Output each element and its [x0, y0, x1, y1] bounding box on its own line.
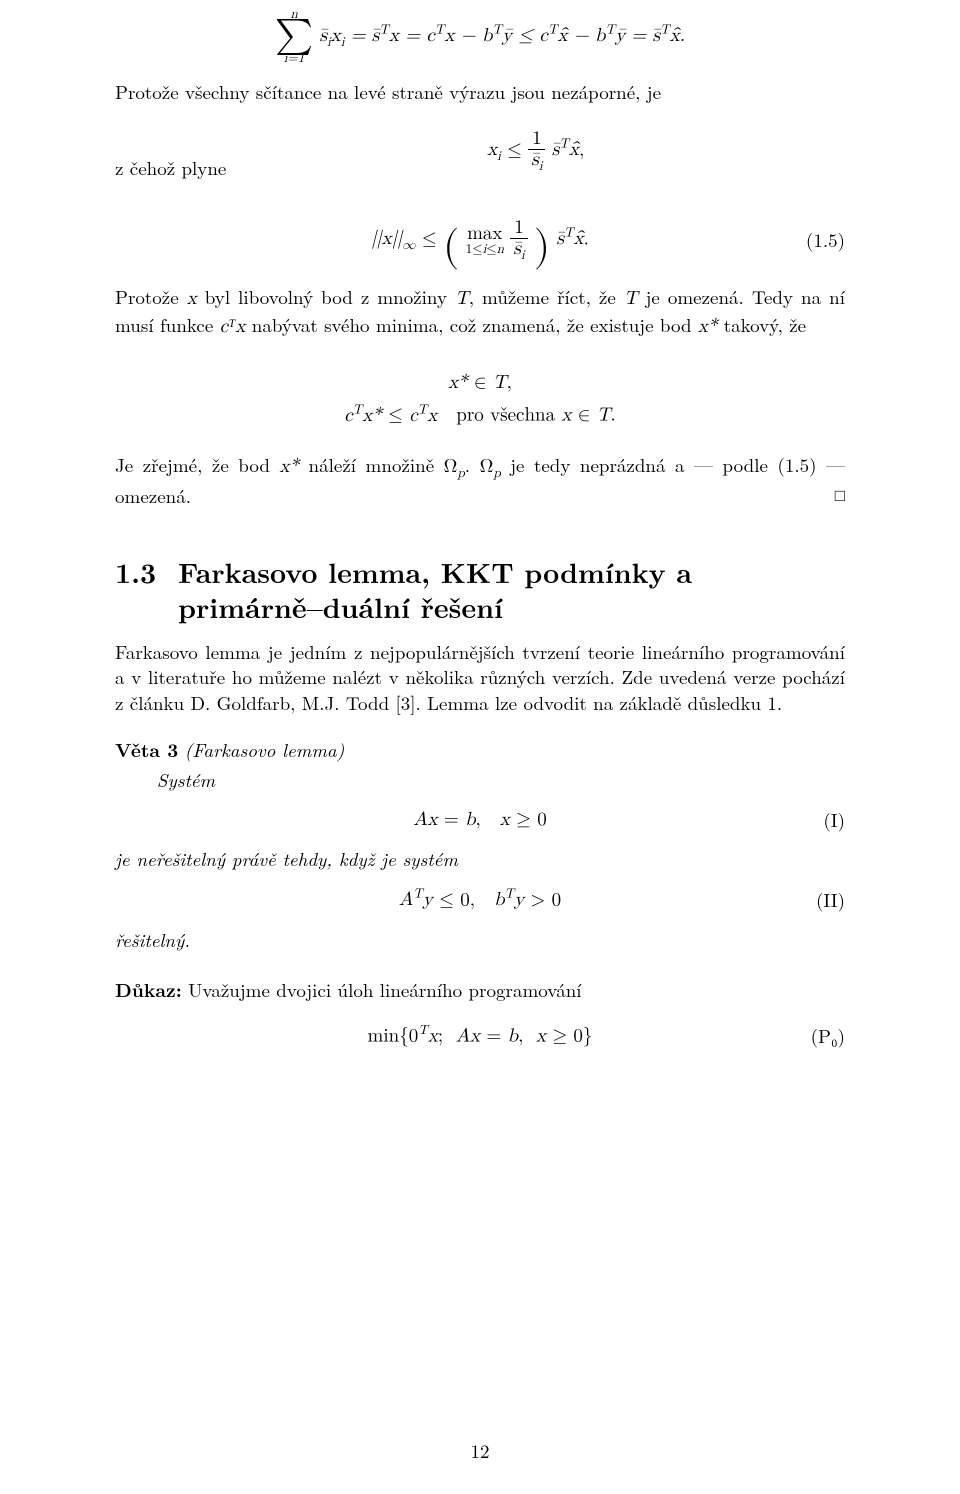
text-frag: byl libovolný bod z množiny: [197, 283, 455, 310]
equation-xi-bound: xi ≤ 1s̄i s̄Tx̂,: [226, 129, 845, 174]
text-frag: nabývat svého minima, což znamená, že ex…: [245, 311, 697, 338]
math-xstar: x*: [698, 317, 718, 336]
sum-symbol: n ∑ i=1: [275, 8, 313, 65]
proof-paragraph: Důkaz: Uvažujme dvojici úloh lineárního …: [115, 977, 845, 1003]
math-T: T: [624, 289, 638, 308]
text-frag: , můžeme říct, že: [469, 283, 624, 310]
text-frag: Protože: [115, 283, 187, 310]
text-frag: Je zřejmé, že bod: [115, 451, 279, 478]
proof-label: Důkaz:: [115, 975, 182, 1003]
text-frag: takový, že: [717, 311, 806, 338]
phrase-z-cehoz-plyne: z čehož plyne: [115, 121, 226, 181]
page: n ∑ i=1 s̄ixi = s̄Tx = cTx − bTȳ ≤ cTx̂ …: [0, 8, 960, 1494]
proof-text: Uvažujme dvojici úloh lineárního program…: [182, 976, 582, 1003]
qed-symbol: □: [835, 483, 845, 506]
section-title: Farkasovo lemma, KKT podmínky a primárně…: [178, 555, 845, 625]
text-frag: náleží množině Ω: [299, 451, 457, 478]
theorem-name: (Farkasovo lemma): [185, 736, 345, 763]
page-number: 12: [0, 1438, 960, 1464]
math-p: p: [493, 466, 500, 480]
theorem-body-3: řešitelný.: [115, 927, 845, 953]
equation-number-II: (II): [816, 887, 845, 913]
theorem-label: Věta 3: [115, 735, 178, 763]
paragraph-5: Farkasovo lemma je jedním z nejpopulárně…: [115, 639, 845, 716]
equation-number-1-5: (1.5): [806, 227, 845, 253]
paragraph-1: Protože všechny sčítance na levé straně …: [115, 79, 845, 105]
equation-number-I: (I): [823, 807, 845, 833]
section-heading-1-3: 1.3 Farkasovo lemma, KKT podmínky a prim…: [115, 555, 845, 625]
equation-system-I: Ax = b, x ≥ 0 (I): [115, 807, 845, 833]
theorem-head: Věta 3 (Farkasovo lemma): [115, 737, 845, 763]
text-frag: . Ω: [465, 451, 494, 478]
math-xstar: x*: [279, 457, 299, 476]
equation-number-P0: (P₀): [811, 1023, 845, 1049]
math-p: p: [457, 466, 464, 480]
equation-P0: min{0Tx; Ax = b, x ≥ 0} (P₀): [115, 1022, 845, 1049]
math-x: x: [187, 289, 197, 308]
equation-system-II: ATy ≤ 0, bTy > 0 (II): [115, 886, 845, 913]
math-T: T: [455, 289, 469, 308]
equation-sum: n ∑ i=1 s̄ixi = s̄Tx = cTx − bTȳ ≤ cTx̂ …: [115, 8, 845, 65]
section-number: 1.3: [115, 555, 156, 625]
math-cTx: cᵀx: [220, 317, 246, 336]
equation-optimality: x* ∈ T, cTx* ≤ cTx pro všechna x ∈ T.: [115, 370, 845, 429]
theorem-body-1: Systém: [157, 767, 845, 793]
paragraph-4: Je zřejmé, že bod x* náleží množině Ωp. …: [115, 452, 845, 508]
theorem-body-2: je neřešitelný právě tehdy, když je syst…: [115, 846, 845, 872]
equation-norm-bound: ||x||∞ ≤ ( max 1≤i≤n 1s̄i ) s̄Tx̂. (1.5): [115, 218, 845, 263]
paragraph-3: Protože x byl libovolný bod z množiny T,…: [115, 284, 845, 339]
